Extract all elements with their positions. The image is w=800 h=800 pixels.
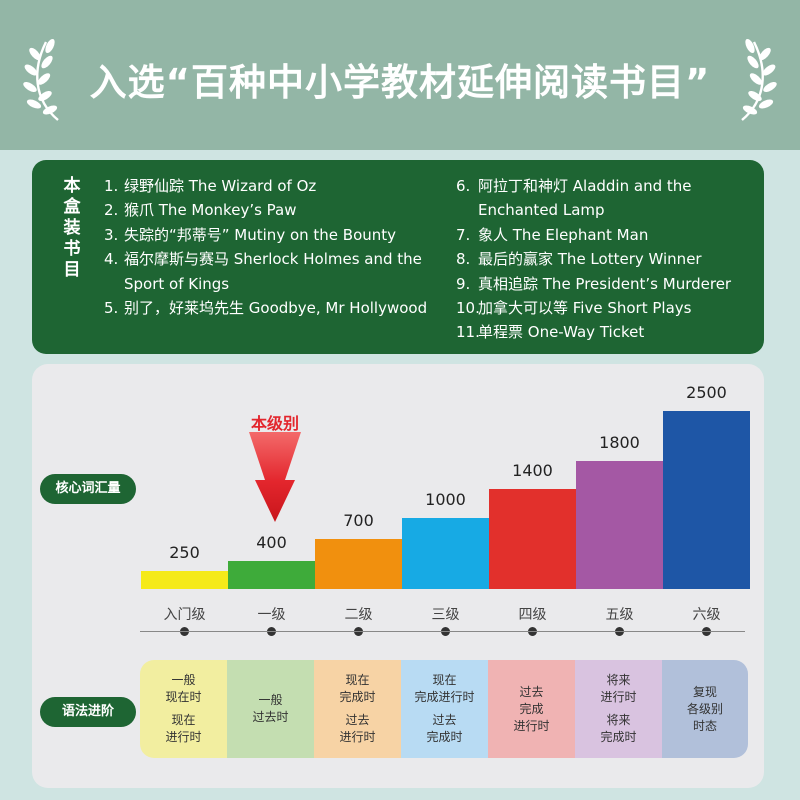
level-tick-label: 一级 (257, 607, 286, 623)
vocab-bar (489, 489, 576, 589)
page-title: 入选“百种中小学教材延伸阅读书目” (89, 61, 711, 104)
vocab-bar-value: 400 (256, 533, 287, 552)
level-tick-label: 三级 (431, 607, 460, 623)
book-item-title: 最后的赢家 The Lottery Winner (478, 250, 702, 269)
book-item-title: 真相追踪 The President’s Murderer (478, 274, 732, 293)
book-item-title: 加拿大可以等 Five Short Plays (478, 299, 692, 318)
book-item: 10. 加拿大可以等 Five Short Plays (456, 296, 756, 320)
grammar-text: 进行时 (600, 690, 637, 704)
book-item: 11. 单程票 One-Way Ticket (456, 320, 756, 344)
book-item-title: 象人 The Elephant Man (478, 225, 649, 244)
grammar-text: 现在 (345, 673, 370, 687)
grammar-text: 完成时 (339, 690, 376, 704)
vocab-bar (228, 561, 315, 589)
book-item-title: 单程票 One-Way Ticket (478, 323, 645, 342)
book-item-number: 2. (104, 201, 119, 220)
vocab-bar-value: 1800 (599, 433, 640, 452)
grammar-progression-row: 一般 现在时 现在 进行时 一般 过去时 现在 完成时 过去 进行时 现在 完成进行时 过去 完成时 过去完… (140, 660, 748, 758)
grammar-text: 时态 (692, 718, 717, 733)
grammar-text: 现在 (171, 713, 196, 727)
vocab-bar (141, 571, 228, 589)
grammar-text: 过去 (519, 684, 544, 699)
vocab-bar-value: 1400 (512, 461, 553, 480)
vocab-bar-value: 1000 (425, 490, 466, 509)
grammar-text: 完成时 (426, 730, 463, 744)
book-item-number: 3. (104, 225, 119, 244)
vocab-bar-value: 250 (169, 543, 200, 562)
book-item-title: 阿拉丁和神灯 Aladdin and the Enchanted Lamp (478, 177, 692, 220)
book-item-number: 7. (456, 225, 471, 244)
book-item-number: 10. (456, 299, 480, 318)
book-item: 8. 最后的赢家 The Lottery Winner (456, 247, 756, 271)
grammar-text: 进行时 (513, 718, 550, 733)
grammar-text: 完成 (519, 701, 544, 716)
grammar-text: 现在 (432, 673, 457, 687)
grammar-cell: 一般 过去时 (227, 660, 314, 758)
grammar-cell: 一般现在时现在进行时 (140, 660, 227, 758)
vocab-bar (315, 539, 402, 589)
vocab-bar (402, 518, 489, 589)
vocab-bar-value: 700 (343, 511, 374, 530)
level-tick-label: 二级 (344, 607, 373, 623)
vocab-bar (663, 411, 750, 589)
book-item: 9. 真相追踪 The President’s Murderer (456, 272, 756, 296)
book-item: 1. 绿野仙踪 The Wizard of Oz (104, 174, 444, 198)
grammar-text: 完成时 (600, 730, 637, 744)
book-item: 6. 阿拉丁和神灯 Aladdin and the Enchanted Lamp (456, 174, 756, 223)
vocab-label-pill: 核心词汇量 (40, 474, 136, 504)
grammar-text: 过去 (432, 713, 457, 727)
laurel-right-icon (741, 38, 777, 121)
grammar-text: 过去时 (252, 710, 289, 724)
book-item-number: 8. (456, 250, 471, 269)
grammar-cell: 过去 完成 进行时 (488, 660, 575, 758)
book-item-title: 猴爪 The Monkey’s Paw (124, 201, 297, 220)
book-item-number: 4. (104, 250, 119, 269)
grammar-cell: 现在完成时过去进行时 (314, 660, 401, 758)
book-item-title: 失踪的“邦蒂号” Mutiny on the Bounty (124, 225, 397, 244)
level-axis-line (140, 631, 745, 632)
book-item: 4. 福尔摩斯与赛马 Sherlock Holmes and the Sport … (104, 247, 444, 296)
book-list-left: 1. 绿野仙踪 The Wizard of Oz 2. 猴爪 The Monkey’s… (104, 174, 444, 320)
grammar-label-pill: 语法进阶 (40, 697, 136, 727)
book-item-number: 1. (104, 177, 119, 195)
book-item-title: 别了，好莱坞先生 Goodbye, Mr Hollywood (124, 299, 428, 318)
grammar-text: 现在时 (165, 690, 202, 704)
book-item-number: 6. (456, 177, 471, 195)
grammar-text: 各级别 (686, 701, 723, 716)
current-level-marker: 本级别 (250, 414, 299, 433)
book-item: 7. 象人 The Elephant Man (456, 223, 756, 247)
grammar-text: 进行时 (165, 730, 202, 744)
grammar-cell: 将来 进行时 将来 完成时 (575, 660, 662, 758)
grammar-text: 完成进行时 (414, 690, 475, 704)
grammar-text: 一般 (258, 693, 283, 707)
book-list-label: 本盒装书目 (63, 176, 81, 280)
grammar-text: 一般 (171, 673, 196, 687)
current-level-arrow-icon (249, 432, 301, 522)
book-item: 5. 别了，好莱坞先生 Goodbye, Mr Hollywood (104, 296, 444, 320)
book-list-right: 6. 阿拉丁和神灯 Aladdin and the Enchanted Lamp 7… (456, 174, 756, 345)
level-tick-label: 六级 (692, 607, 721, 623)
book-item: 3. 失踪的“邦蒂号” Mutiny on the Bounty (104, 223, 444, 247)
grammar-text: 将来 (606, 673, 631, 687)
vocab-bar-value: 2500 (686, 383, 727, 402)
grammar-text: 过去 (345, 713, 370, 727)
grammar-text: 复现 (692, 684, 717, 699)
book-list-panel: 本盒装书目 1. 绿野仙踪 The Wizard of Oz 2. 猴爪 The Mo… (32, 160, 764, 354)
book-item-number: 9. (456, 274, 471, 293)
book-item-number: 5. (104, 299, 119, 318)
level-tick-label: 五级 (605, 607, 634, 623)
book-item-number: 11. (456, 323, 480, 342)
laurel-left-icon (23, 38, 59, 121)
vocab-bar (576, 461, 663, 589)
level-tick-label: 四级 (518, 607, 547, 623)
level-tick-label: 入门级 (163, 607, 206, 623)
book-item: 2. 猴爪 The Monkey’s Paw (104, 198, 444, 222)
top-banner: 入选“百种中小学教材延伸阅读书目” (0, 0, 800, 150)
book-item-title: 福尔摩斯与赛马 Sherlock Holmes and the Sport of… (124, 250, 422, 293)
grammar-cell: 复现 各级别 时态 (662, 660, 748, 758)
grammar-cell: 现在完成进行时过去完成时 (401, 660, 488, 758)
grammar-text: 将来 (606, 713, 631, 727)
grammar-text: 进行时 (339, 730, 376, 744)
book-item-title: 绿野仙踪 The Wizard of Oz (124, 177, 317, 195)
